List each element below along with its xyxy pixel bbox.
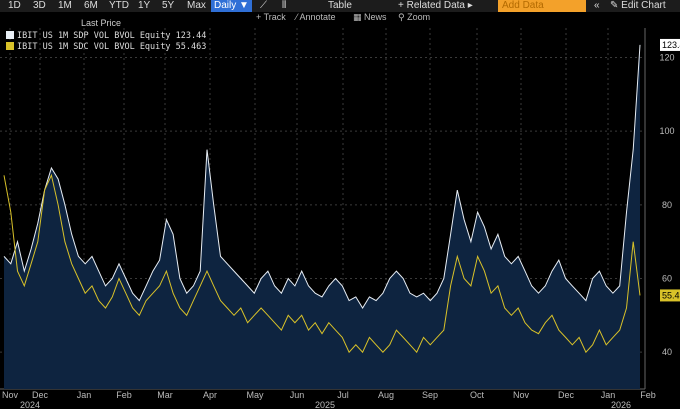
- series-line-0: [3, 44, 641, 309]
- last-value-text-0: 123.4: [662, 40, 680, 50]
- x-tick-Jul: Jul: [337, 390, 349, 400]
- x-tick-Feb: Feb: [640, 390, 656, 400]
- year-label-2024: 2024: [20, 400, 40, 409]
- line-chart-icon[interactable]: ⟋: [260, 0, 267, 11]
- legend-label-sdp: IBIT US 1M SDP VOL BVOL Equity: [17, 31, 171, 41]
- x-tick-Nov: Nov: [2, 390, 19, 400]
- legend-value-sdc: 55.463: [175, 42, 207, 52]
- subtool-0[interactable]: + Track: [256, 12, 286, 22]
- legend-value-sdp: 123.44: [175, 31, 207, 41]
- period-1d[interactable]: 1D: [8, 0, 21, 11]
- year-label-2025: 2025: [315, 400, 335, 409]
- y-tick-120: 120: [659, 52, 674, 62]
- x-tick-Mar: Mar: [157, 390, 173, 400]
- x-tick-Apr: Apr: [203, 390, 217, 400]
- y-tick-100: 100: [659, 126, 674, 136]
- period-1m[interactable]: 1M: [58, 0, 72, 11]
- last-value-text-1: 55.4: [662, 290, 680, 300]
- y-tick-80: 80: [662, 200, 672, 210]
- table-button[interactable]: Table: [328, 0, 352, 11]
- legend-label-sdc: IBIT US 1M SDC VOL BVOL Equity: [17, 42, 171, 52]
- legend-header: Last Price: [81, 18, 122, 28]
- legend-swatch-sdp: [6, 31, 14, 39]
- period-1y[interactable]: 1Y: [138, 0, 151, 11]
- x-tick-Jan: Jan: [77, 390, 92, 400]
- x-tick-Nov: Nov: [513, 390, 530, 400]
- period-6m[interactable]: 6M: [84, 0, 98, 11]
- y-tick-40: 40: [662, 347, 672, 357]
- x-tick-Oct: Oct: [470, 390, 485, 400]
- collapse-icon[interactable]: «: [594, 0, 600, 11]
- period-ytd[interactable]: YTD: [109, 0, 129, 11]
- x-tick-Dec: Dec: [32, 390, 49, 400]
- legend-row-sdp: IBIT US 1M SDP VOL BVOL Equity 123.44: [6, 31, 206, 41]
- legend-row-sdc: IBIT US 1M SDC VOL BVOL Equity 55.463: [6, 42, 206, 52]
- x-tick-Dec: Dec: [558, 390, 575, 400]
- last-value-tag-0: [660, 38, 680, 51]
- last-value-tag-1: [660, 289, 680, 302]
- x-tick-Aug: Aug: [378, 390, 394, 400]
- subtool-1[interactable]: ⁄ Annotate: [296, 12, 336, 22]
- related-data-button[interactable]: + Related Data ▸: [398, 0, 473, 11]
- series-area-0: [4, 44, 640, 390]
- edit-chart-button[interactable]: ✎ Edit Chart: [610, 0, 666, 11]
- period-3d[interactable]: 3D: [33, 0, 46, 11]
- chart-toolbar: 1D 3D 1M 6M YTD 1Y 5Y Max Daily ▼ ⟋ ⫴ Table + Relate…: [0, 0, 680, 12]
- period-max[interactable]: Max: [187, 0, 206, 11]
- x-tick-May: May: [246, 390, 264, 400]
- x-tick-Jun: Jun: [290, 390, 305, 400]
- x-tick-Sep: Sep: [422, 390, 438, 400]
- add-data-input[interactable]: Add Data: [498, 0, 586, 12]
- x-tick-Jan: Jan: [601, 390, 616, 400]
- x-tick-Feb: Feb: [116, 390, 132, 400]
- series-line-1: [3, 173, 641, 354]
- y-tick-60: 60: [662, 273, 672, 283]
- legend-swatch-sdc: [6, 42, 14, 50]
- subtool-3[interactable]: ⚲ Zoom: [398, 12, 431, 22]
- year-label-2026: 2026: [611, 400, 631, 409]
- candle-chart-icon[interactable]: ⫴: [282, 0, 287, 11]
- frequency-dropdown[interactable]: Daily ▼: [211, 0, 252, 12]
- period-5y[interactable]: 5Y: [162, 0, 175, 11]
- subtool-2[interactable]: ▦ News: [353, 12, 387, 22]
